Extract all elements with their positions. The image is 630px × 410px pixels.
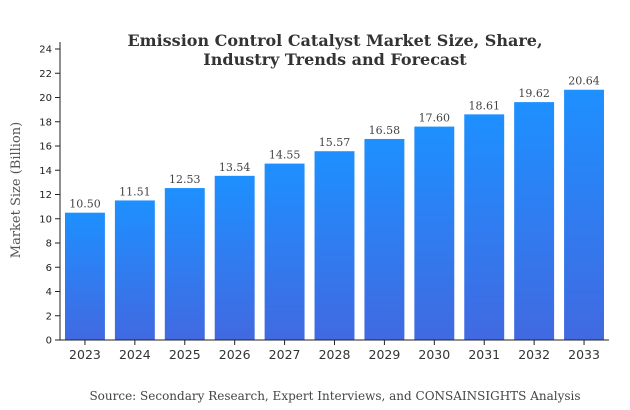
x-axis-ticks: 2023 2024 2025 2026 2027 2028 2029 2030 2031 2032… <box>69 340 600 362</box>
chart-title-line-1: Emission Control Catalyst Market Size, S… <box>127 31 542 50</box>
y-tick-label: 14 <box>39 166 52 177</box>
bar-value-label: 13.54 <box>219 161 251 174</box>
source-note: Source: Secondary Research, Expert Inter… <box>89 389 580 403</box>
bar-2028 <box>314 151 355 340</box>
bar-2031 <box>464 114 505 340</box>
bars-group <box>64 89 605 341</box>
y-tick-label: 10 <box>39 214 52 225</box>
y-tick-label: 4 <box>46 287 52 298</box>
bar-value-label: 18.61 <box>468 99 500 112</box>
y-tick-label: 12 <box>39 190 52 201</box>
bar-2023 <box>64 212 105 340</box>
x-tick-label: 2029 <box>369 347 401 362</box>
x-tick-label: 2032 <box>518 347 550 362</box>
x-tick-label: 2031 <box>468 347 500 362</box>
y-tick-label: 16 <box>39 142 52 153</box>
bar-value-label: 17.60 <box>419 112 451 125</box>
y-tick-label: 18 <box>39 117 52 128</box>
x-tick-label: 2024 <box>119 347 151 362</box>
bar-2030 <box>414 126 455 340</box>
bar-value-label: 12.53 <box>169 173 201 186</box>
bar-2025 <box>164 188 205 340</box>
bar-value-label: 14.55 <box>269 149 301 162</box>
x-tick-label: 2027 <box>269 347 301 362</box>
bar-value-labels: 10.50 11.51 12.53 13.54 14.55 15.57 16.58 17.60… <box>69 75 600 211</box>
x-tick-label: 2026 <box>219 347 251 362</box>
bar-2024 <box>114 200 155 340</box>
bar-2026 <box>214 175 255 340</box>
bar-2032 <box>514 102 555 340</box>
x-tick-label: 2025 <box>169 347 201 362</box>
bar-value-label: 15.57 <box>319 136 351 149</box>
y-tick-label: 20 <box>39 93 52 104</box>
bar-2029 <box>364 138 405 340</box>
y-tick-label: 2 <box>46 311 52 322</box>
y-tick-label: 6 <box>46 263 52 274</box>
y-tick-label: 24 <box>39 45 52 56</box>
bar-value-label: 20.64 <box>568 75 600 88</box>
y-tick-label: 0 <box>46 336 52 347</box>
bar-value-label: 19.62 <box>518 87 550 100</box>
bar-value-label: 11.51 <box>119 185 151 198</box>
x-tick-label: 2028 <box>319 347 351 362</box>
y-tick-label: 8 <box>46 239 52 250</box>
bar-value-label: 16.58 <box>369 124 401 137</box>
y-axis-label: Market Size (Billion) <box>9 122 24 258</box>
bar-2033 <box>564 89 605 341</box>
bar-2027 <box>264 163 305 340</box>
bar-value-label: 10.50 <box>69 198 101 211</box>
x-tick-label: 2033 <box>568 347 600 362</box>
x-tick-label: 2023 <box>69 347 101 362</box>
chart-title-line-2: Industry Trends and Forecast <box>203 50 467 69</box>
x-tick-label: 2030 <box>418 347 450 362</box>
y-tick-label: 22 <box>39 69 52 80</box>
